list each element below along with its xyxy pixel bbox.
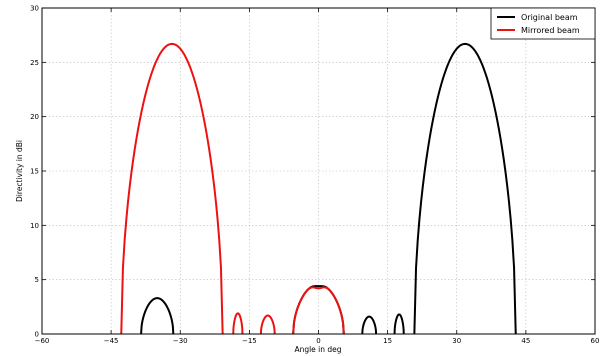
mirrored-beam-lobe	[259, 314, 276, 335]
y-tick-label: 30	[30, 5, 39, 13]
x-tick-label: 60	[591, 337, 600, 345]
y-tick-label: 25	[30, 59, 39, 67]
legend-box	[490, 7, 596, 40]
mirrored-beam-lobe	[292, 286, 345, 335]
y-tick-label: 5	[35, 276, 39, 284]
y-axis-label: Directivity in dBi	[15, 140, 24, 202]
legend-label-original: Original beam	[521, 13, 578, 22]
x-tick-label: 45	[521, 337, 530, 345]
legend: Original beam Mirrored beam	[490, 7, 596, 40]
x-tick-label: 15	[383, 337, 392, 345]
y-tick-label: 20	[30, 113, 39, 121]
original-beam-lobe	[393, 313, 405, 335]
original-beam-lobe	[140, 297, 175, 335]
x-axis-label: Angle in deg	[294, 345, 341, 354]
mirrored-beam-lobe	[120, 42, 224, 335]
mirrored-beam-lobe	[232, 312, 244, 335]
y-tick-label: 15	[30, 168, 39, 176]
grid	[42, 8, 595, 334]
original-beam-lobe	[413, 42, 517, 335]
original-beam-lobe	[361, 315, 378, 335]
y-tick-label: 0	[35, 331, 39, 339]
axis-ticks: −60 −45 −30 −15 0 15 30 45 60 0 5 10 15 20 25 30	[30, 5, 599, 346]
x-tick-label: −15	[242, 337, 257, 345]
x-tick-label: 0	[316, 337, 320, 345]
x-tick-label: −30	[173, 337, 188, 345]
y-tick-label: 10	[30, 222, 39, 230]
series-lines	[120, 42, 517, 335]
x-tick-label: −60	[35, 337, 50, 345]
legend-label-mirrored: Mirrored beam	[521, 26, 580, 35]
x-tick-label: 30	[452, 337, 461, 345]
x-tick-label: −45	[104, 337, 119, 345]
